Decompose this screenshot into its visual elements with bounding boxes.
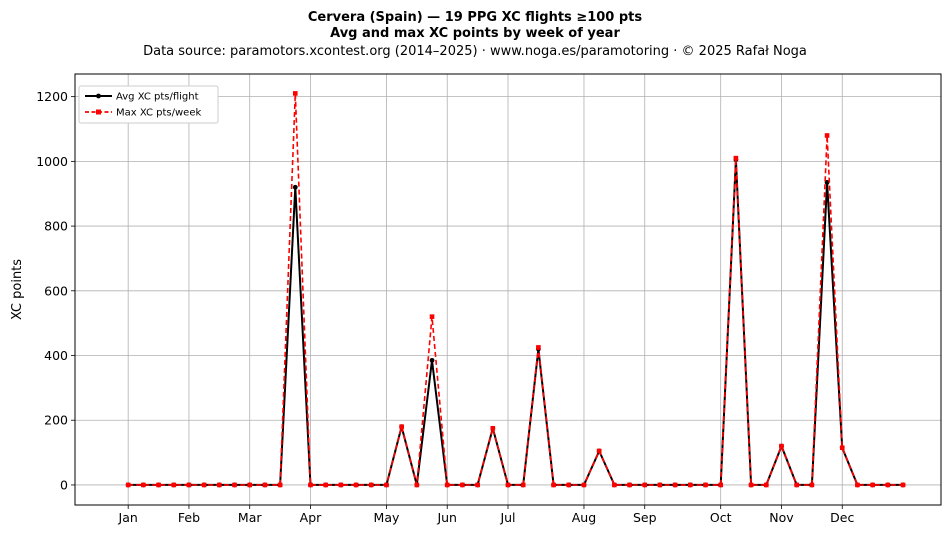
data-point-max (414, 482, 420, 488)
y-tick-label: 0 (60, 477, 68, 492)
data-point-max (308, 482, 313, 488)
data-point-max (429, 314, 435, 319)
legend-label-max: Max XC pts/week (116, 108, 201, 119)
y-tick-label: 200 (44, 413, 68, 428)
y-tick-label: 600 (44, 283, 68, 298)
data-point-max (733, 155, 739, 161)
legend-box (78, 85, 219, 124)
data-point-max (900, 482, 906, 488)
x-tick-label: Oct (710, 510, 732, 525)
data-point-max (460, 482, 465, 488)
axis-ticks: Jan Feb Mar Apr May Jun Jul Aug Sep Oct Nov Dec 0 200… (36, 89, 854, 525)
data-point-max (353, 482, 359, 488)
data-point-max (718, 482, 724, 488)
data-point-max (125, 482, 131, 488)
data-point-max (277, 482, 283, 488)
data-point-max (520, 482, 526, 488)
x-tick-label: May (374, 510, 400, 525)
data-point-max (399, 424, 404, 429)
data-point-max (703, 482, 708, 488)
data-point-max (855, 482, 860, 488)
x-tick-label: Feb (178, 510, 200, 525)
data-point-max (338, 482, 344, 488)
legend-marker-avg (96, 93, 101, 99)
y-tick-label: 1200 (36, 89, 68, 104)
data-point-max (171, 482, 177, 488)
x-tick-label: Jul (499, 510, 515, 525)
grid (75, 74, 941, 505)
x-tick-label: Jun (436, 510, 457, 525)
data-point-max (490, 426, 496, 431)
data-point-max (642, 482, 648, 488)
x-tick-label: Jan (118, 510, 138, 525)
x-tick-label: Nov (769, 510, 794, 525)
data-point-max (612, 482, 617, 488)
chart-source-note: Data source: paramotors.xcontest.org (20… (143, 44, 807, 59)
data-point-max (763, 482, 769, 488)
y-axis-label: XC points (10, 259, 25, 320)
series-line-1 (128, 92, 903, 486)
data-point-max (232, 482, 237, 488)
legend-label-avg: Avg XC pts/flight (116, 92, 199, 103)
data-point-max (581, 482, 587, 488)
data-point-max (292, 91, 298, 96)
legend: Avg XC pts/flight Max XC pts/week (78, 85, 219, 124)
chart-subtitle: Avg and max XC points by week of year (330, 26, 620, 41)
data-point-max (839, 445, 845, 451)
data-point-max (475, 482, 480, 488)
data-point-max (384, 482, 389, 488)
data-point-max (870, 482, 875, 488)
data-point-max (201, 482, 207, 488)
data-point-max (505, 482, 511, 488)
data-point-max (217, 482, 222, 488)
y-tick-label: 800 (44, 219, 68, 234)
data-point-max (186, 482, 192, 488)
data-point-max (156, 482, 161, 488)
data-point-max (885, 482, 891, 488)
data-point-max (672, 482, 678, 488)
plot-series (125, 91, 906, 488)
data-point-max (688, 482, 693, 488)
series-line-0 (128, 158, 903, 486)
data-point-max (566, 482, 572, 488)
chart-title: Cervera (Spain) — 19 PPG XC flights ≥100… (308, 10, 643, 25)
y-tick-label: 1000 (36, 154, 68, 169)
data-point-max (779, 443, 784, 449)
x-tick-label: Aug (572, 510, 596, 525)
data-point-max (748, 482, 754, 488)
data-point-max (627, 482, 632, 488)
data-point-max (247, 482, 253, 488)
data-point-max (141, 482, 146, 488)
data-point-max (368, 482, 374, 488)
data-point-max (824, 133, 830, 138)
legend-marker-max (96, 109, 101, 115)
data-point-max (536, 345, 541, 350)
data-point-avg (429, 357, 435, 363)
data-point-max (444, 482, 450, 488)
data-point-max (596, 448, 602, 454)
x-tick-label: Mar (238, 510, 262, 525)
data-point-max (262, 482, 268, 488)
x-tick-label: Sep (633, 510, 657, 525)
data-point-max (323, 482, 328, 488)
data-point-max (809, 482, 815, 488)
data-point-max (794, 482, 799, 488)
y-tick-label: 400 (44, 348, 68, 363)
data-point-avg (292, 184, 298, 190)
x-tick-label: Apr (300, 510, 322, 525)
data-point-max (657, 482, 663, 488)
data-point-max (551, 482, 556, 488)
x-tick-label: Dec (830, 510, 854, 525)
